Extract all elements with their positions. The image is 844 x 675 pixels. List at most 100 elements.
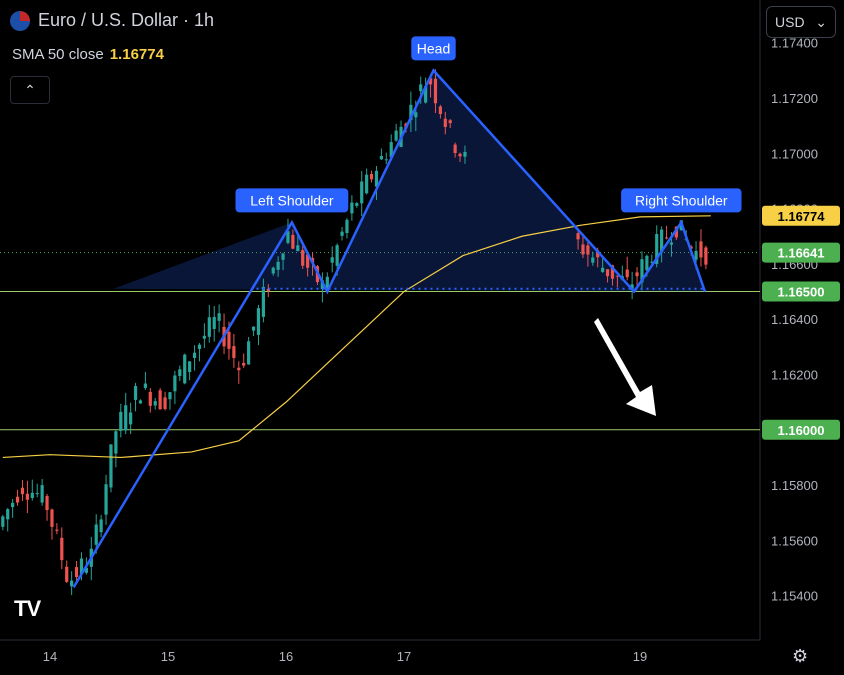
candle-body bbox=[596, 250, 600, 258]
candle-body bbox=[1, 516, 5, 527]
candle-body bbox=[133, 386, 138, 400]
candle-body bbox=[458, 153, 462, 157]
candle-body bbox=[261, 286, 265, 317]
candle-body bbox=[601, 267, 605, 272]
candle-body bbox=[674, 226, 678, 238]
candle-body bbox=[202, 335, 206, 339]
candle-body bbox=[448, 120, 452, 124]
candle-body bbox=[286, 231, 290, 243]
candle-body bbox=[694, 250, 698, 260]
pattern-label: Right Shoulder bbox=[635, 192, 728, 208]
candle-body bbox=[699, 241, 703, 258]
last-price-tag bbox=[762, 205, 840, 226]
candle-body bbox=[6, 509, 10, 520]
candle-body bbox=[129, 412, 133, 425]
y-tick-label: 1.17400 bbox=[771, 36, 818, 51]
candle-body bbox=[74, 567, 79, 578]
candle-body bbox=[84, 567, 88, 573]
candle-body bbox=[586, 245, 590, 255]
candle-body bbox=[591, 257, 595, 263]
candle-body bbox=[630, 284, 634, 290]
eu-us-flag-icon bbox=[10, 10, 30, 31]
candle-body bbox=[276, 261, 280, 270]
candle-body bbox=[35, 493, 39, 495]
y-tick-label: 1.15400 bbox=[771, 589, 818, 604]
symbol-title: Euro / U.S. Dollar · 1h bbox=[38, 10, 215, 30]
candle-body bbox=[40, 485, 44, 503]
candle-body bbox=[664, 237, 669, 239]
candle-body bbox=[168, 392, 172, 400]
candle-body bbox=[365, 174, 369, 194]
pattern-fill bbox=[113, 70, 705, 292]
candle-body bbox=[581, 244, 585, 255]
candle-body bbox=[374, 170, 379, 187]
candle-body bbox=[30, 492, 34, 498]
candle-body bbox=[335, 245, 339, 266]
candle-body bbox=[55, 529, 59, 531]
candle-body bbox=[453, 144, 457, 154]
y-tick-label: 1.15600 bbox=[771, 533, 818, 548]
candle-body bbox=[45, 496, 49, 511]
pattern-label-box bbox=[235, 188, 349, 213]
collapse-legend-button[interactable]: ⌃ bbox=[10, 76, 50, 104]
sma-label: SMA 50 close bbox=[12, 46, 104, 63]
candle-body bbox=[99, 519, 103, 533]
candle-body bbox=[320, 280, 324, 289]
price-level-label: 1.16000 bbox=[778, 423, 825, 438]
x-tick-label: 14 bbox=[43, 649, 57, 664]
x-tick-label: 19 bbox=[633, 649, 647, 664]
candle-body bbox=[296, 245, 300, 252]
down-arrow-icon bbox=[594, 318, 656, 416]
candle-body bbox=[325, 276, 329, 292]
candle-body bbox=[605, 269, 610, 277]
candle-body bbox=[576, 233, 580, 240]
candle-body bbox=[94, 524, 98, 545]
candle-body bbox=[25, 493, 29, 500]
candle-body bbox=[138, 400, 143, 404]
chevron-up-icon: ⌃ bbox=[24, 81, 36, 98]
sma-line bbox=[2, 215, 711, 459]
candle-body bbox=[148, 391, 152, 406]
candle-body bbox=[217, 313, 221, 321]
candle-body bbox=[207, 317, 211, 337]
x-tick-label: 17 bbox=[397, 649, 411, 664]
candle-body bbox=[143, 383, 147, 388]
currency-select[interactable]: USD ⌄ bbox=[766, 6, 836, 38]
candle-body bbox=[330, 257, 334, 263]
candle-body bbox=[443, 118, 447, 127]
candle-body bbox=[197, 344, 202, 349]
symbol-header: Euro / U.S. Dollar · 1h bbox=[10, 10, 214, 31]
candle-body bbox=[704, 247, 708, 265]
candle-body bbox=[158, 390, 162, 410]
candle-body bbox=[355, 203, 359, 206]
candle-body bbox=[419, 84, 423, 92]
candle-body bbox=[20, 487, 25, 495]
candle-body bbox=[291, 234, 295, 249]
candle-body bbox=[60, 537, 64, 561]
candle-body bbox=[192, 352, 197, 359]
y-tick-label: 1.15800 bbox=[771, 478, 818, 493]
candle-body bbox=[610, 265, 615, 279]
candle-body bbox=[306, 254, 310, 268]
pattern-label: Head bbox=[417, 40, 450, 56]
candle-body bbox=[178, 369, 182, 377]
candle-body bbox=[625, 269, 629, 278]
candle-body bbox=[669, 242, 674, 245]
candle-body bbox=[50, 509, 54, 527]
candle-body bbox=[379, 155, 383, 160]
candle-body bbox=[414, 112, 418, 118]
candle-body bbox=[119, 411, 123, 431]
price-level-label: 1.16500 bbox=[778, 285, 825, 300]
last-price-label: 1.16774 bbox=[778, 209, 826, 224]
candle-body bbox=[655, 234, 659, 264]
candle-body bbox=[173, 375, 177, 392]
candle-body bbox=[660, 229, 664, 253]
x-tick-label: 16 bbox=[279, 649, 293, 664]
settings-gear-icon[interactable]: ⚙ bbox=[792, 646, 809, 666]
candle-body bbox=[109, 444, 113, 488]
candle-body bbox=[188, 361, 192, 372]
head-shoulders-line bbox=[72, 68, 707, 589]
sma-legend[interactable]: SMA 50 close 1.16774 bbox=[12, 46, 164, 63]
candle-body bbox=[433, 78, 438, 104]
